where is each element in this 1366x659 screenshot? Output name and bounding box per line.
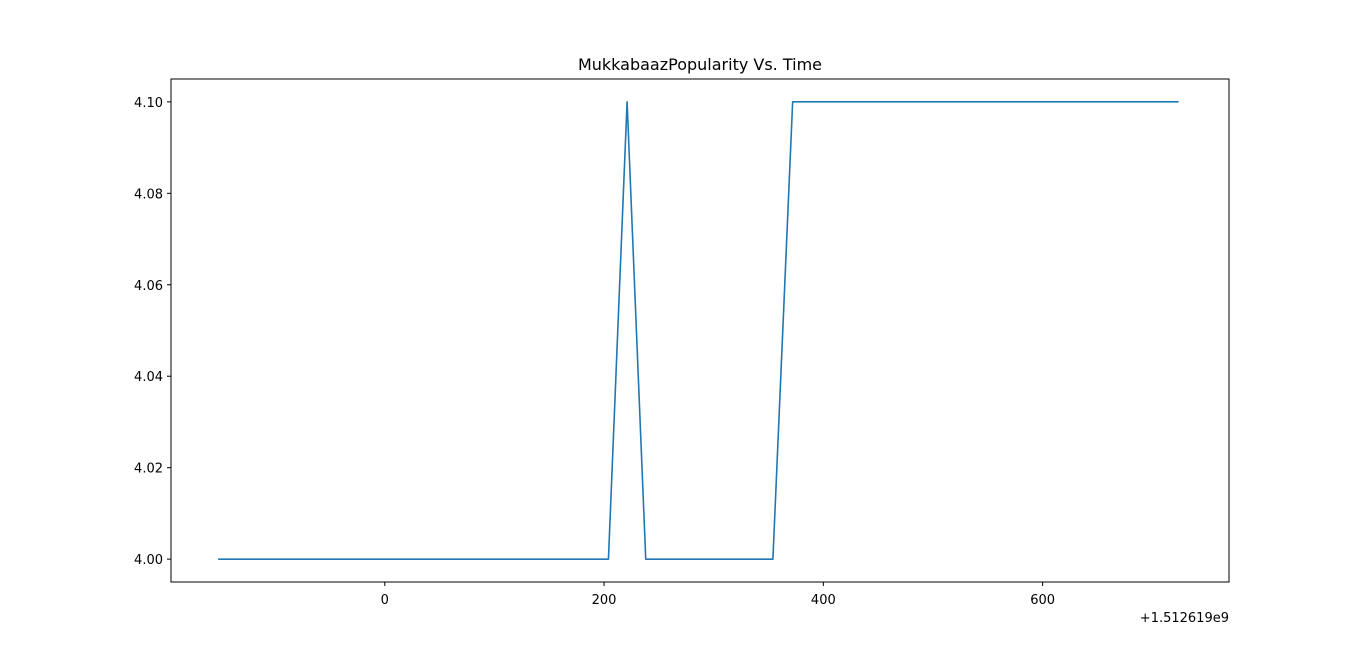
y-tick-label: 4.02 xyxy=(134,462,163,477)
plot-area xyxy=(218,101,1179,560)
chart-title: MukkabaazPopularity Vs. Time xyxy=(578,55,822,74)
y-tick-label: 4.04 xyxy=(134,370,163,385)
y-tick-label: 4.06 xyxy=(134,279,163,294)
x-tick-label: 200 xyxy=(592,593,617,608)
x-axis-offset-label: +1.512619e9 xyxy=(1140,611,1229,626)
plot-frame xyxy=(170,78,1230,583)
y-tick-label: 4.08 xyxy=(134,187,163,202)
series-line-0 xyxy=(218,101,1179,560)
y-tick-label: 4.10 xyxy=(134,96,163,111)
x-tick-label: 600 xyxy=(1030,593,1055,608)
x-tick-label: 0 xyxy=(381,593,389,608)
y-tick-label: 4.00 xyxy=(134,553,163,568)
x-tick-label: 400 xyxy=(811,593,836,608)
